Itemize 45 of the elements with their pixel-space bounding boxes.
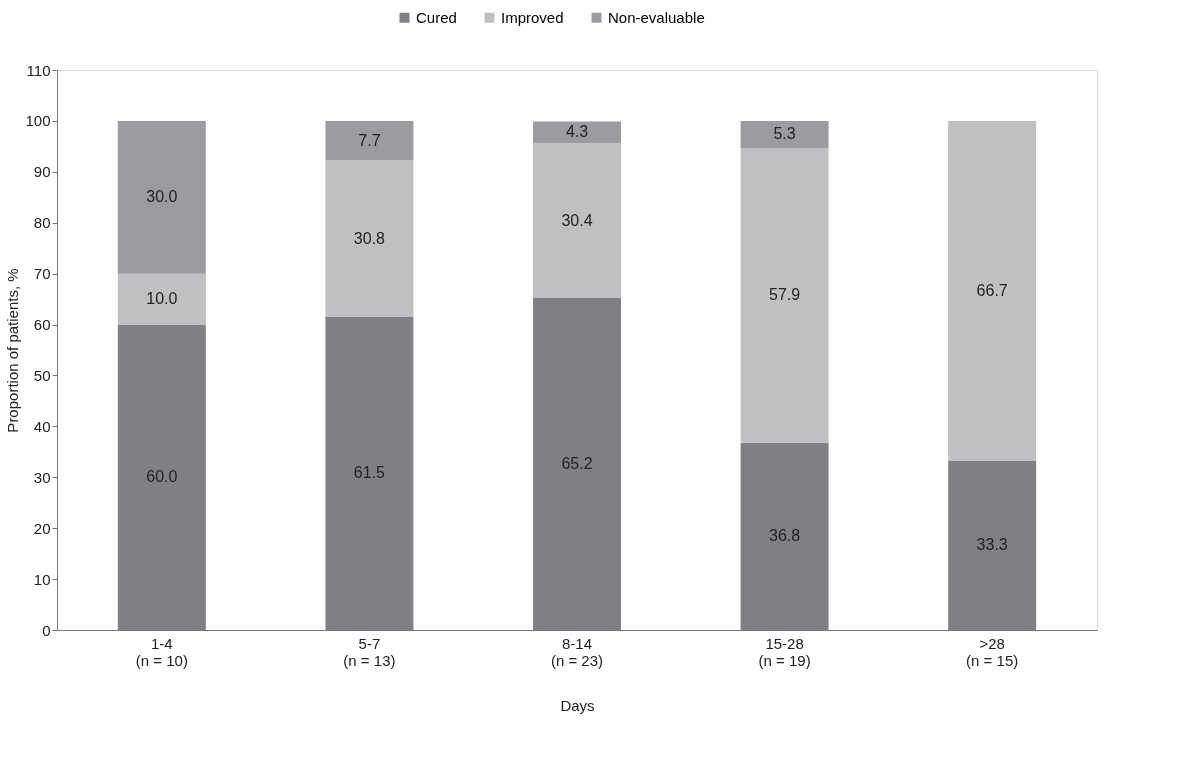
x-tick-label: 15-28 (n = 19) xyxy=(758,634,811,669)
bar xyxy=(948,120,1037,461)
y-tick-label: 0 xyxy=(42,621,51,639)
data-label: 36.8 xyxy=(769,527,801,545)
data-label: 60.0 xyxy=(146,468,178,486)
bar xyxy=(740,147,829,443)
data-label: 4.3 xyxy=(565,123,589,141)
y-tick-label: 110 xyxy=(26,61,51,79)
y-tick-label: 80 xyxy=(33,214,51,232)
data-label: 30.0 xyxy=(146,188,178,206)
bar xyxy=(325,120,414,161)
y-tick-label: 20 xyxy=(33,519,51,537)
x-tick-label: 1-4 (n = 10) xyxy=(135,634,188,669)
x-tick-label: 5-7 (n = 13) xyxy=(343,634,396,669)
data-label: 57.9 xyxy=(769,286,801,304)
y-tick-label: 100 xyxy=(25,112,51,130)
data-label: 30.4 xyxy=(561,211,593,229)
y-tick-label: 30 xyxy=(33,468,51,486)
data-label: 7.7 xyxy=(358,131,381,149)
y-tick-label: 10 xyxy=(33,570,51,588)
x-tick-label: 8-14 (n = 23) xyxy=(550,634,604,669)
data-label: 30.8 xyxy=(353,229,386,247)
data-label: 65.2 xyxy=(561,455,593,473)
bar xyxy=(325,160,414,317)
data-label: 61.5 xyxy=(353,464,386,482)
y-tick-label: 70 xyxy=(33,265,51,283)
y-tick-label: 60 xyxy=(33,316,51,334)
bar xyxy=(117,120,206,274)
x-axis-title: Days xyxy=(560,696,595,714)
x-tick-label: >28 (n = 15) xyxy=(966,634,1019,669)
legend-label: Non-evaluable xyxy=(608,8,705,26)
legend-label: Improved xyxy=(501,8,564,26)
y-tick-label: 40 xyxy=(33,417,51,435)
bar xyxy=(533,143,621,299)
data-label: 66.7 xyxy=(976,281,1008,299)
legend-label: Cured xyxy=(416,8,457,26)
data-label: 5.3 xyxy=(773,125,796,143)
data-label: 10.0 xyxy=(146,290,178,308)
y-tick-label: 50 xyxy=(33,366,51,384)
data-label: 33.3 xyxy=(976,536,1008,554)
bar xyxy=(117,273,206,325)
bar xyxy=(533,121,621,144)
y-tick-label: 90 xyxy=(33,163,51,181)
y-axis-title: Proportion of patients, % xyxy=(4,268,22,433)
bar xyxy=(740,120,829,148)
